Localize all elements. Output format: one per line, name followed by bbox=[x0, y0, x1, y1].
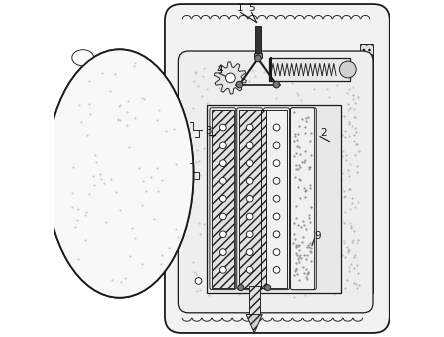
Circle shape bbox=[246, 231, 253, 238]
FancyBboxPatch shape bbox=[210, 108, 236, 290]
Circle shape bbox=[219, 213, 226, 220]
Circle shape bbox=[219, 160, 226, 166]
Bar bbox=[269, 58, 349, 81]
Circle shape bbox=[246, 124, 253, 131]
Circle shape bbox=[236, 81, 243, 88]
Circle shape bbox=[273, 267, 280, 273]
Circle shape bbox=[340, 61, 356, 78]
Text: 4: 4 bbox=[216, 64, 222, 74]
Circle shape bbox=[195, 278, 202, 284]
Polygon shape bbox=[246, 314, 262, 333]
Bar bbox=[249, 286, 260, 319]
Circle shape bbox=[246, 195, 253, 202]
Circle shape bbox=[273, 160, 280, 166]
Circle shape bbox=[273, 195, 280, 202]
Bar bbox=[266, 110, 287, 288]
FancyBboxPatch shape bbox=[264, 108, 289, 290]
Text: 2: 2 bbox=[320, 128, 327, 138]
Circle shape bbox=[219, 267, 226, 273]
Polygon shape bbox=[214, 62, 246, 94]
Circle shape bbox=[219, 178, 226, 184]
Ellipse shape bbox=[46, 49, 194, 298]
Text: 9: 9 bbox=[315, 231, 321, 241]
Circle shape bbox=[246, 267, 253, 273]
Circle shape bbox=[219, 195, 226, 202]
Circle shape bbox=[273, 142, 280, 149]
Circle shape bbox=[273, 81, 280, 88]
Circle shape bbox=[226, 73, 235, 83]
Text: 1: 1 bbox=[237, 3, 244, 13]
Ellipse shape bbox=[46, 49, 194, 298]
Circle shape bbox=[238, 285, 244, 290]
Bar bbox=[255, 26, 261, 54]
FancyBboxPatch shape bbox=[165, 4, 390, 333]
Circle shape bbox=[273, 249, 280, 255]
Circle shape bbox=[219, 142, 226, 149]
FancyBboxPatch shape bbox=[178, 51, 373, 313]
Circle shape bbox=[273, 124, 280, 131]
Text: 5: 5 bbox=[248, 3, 255, 13]
Bar bbox=[254, 53, 262, 58]
Circle shape bbox=[246, 160, 253, 166]
Circle shape bbox=[273, 178, 280, 184]
Bar bbox=[360, 44, 373, 293]
Circle shape bbox=[273, 231, 280, 238]
Circle shape bbox=[273, 213, 280, 220]
Ellipse shape bbox=[72, 50, 94, 66]
Circle shape bbox=[219, 124, 226, 131]
Circle shape bbox=[265, 285, 271, 290]
Text: 3: 3 bbox=[205, 126, 212, 136]
FancyBboxPatch shape bbox=[237, 108, 262, 290]
Circle shape bbox=[219, 231, 226, 238]
Bar bbox=[239, 110, 261, 288]
Circle shape bbox=[246, 249, 253, 255]
FancyBboxPatch shape bbox=[290, 108, 316, 290]
FancyBboxPatch shape bbox=[290, 108, 315, 290]
Circle shape bbox=[246, 213, 253, 220]
Circle shape bbox=[219, 249, 226, 255]
Bar bbox=[261, 110, 266, 288]
Circle shape bbox=[246, 142, 253, 149]
Bar bbox=[212, 110, 234, 288]
Circle shape bbox=[254, 55, 261, 62]
Bar bbox=[207, 105, 341, 293]
Circle shape bbox=[246, 178, 253, 184]
